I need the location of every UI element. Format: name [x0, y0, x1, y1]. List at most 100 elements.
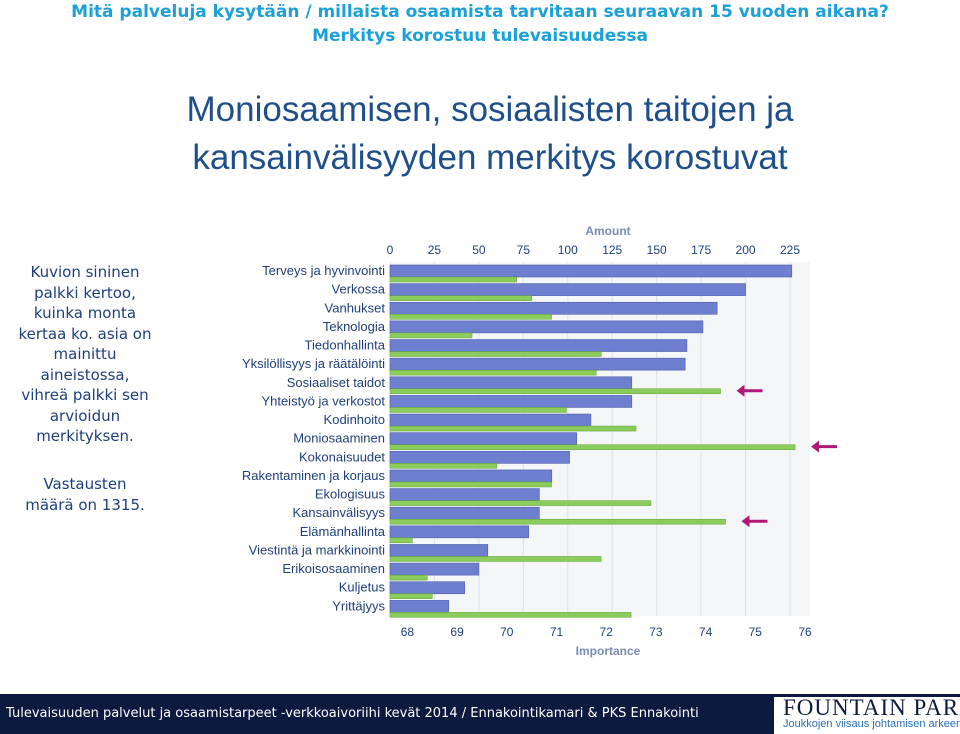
amount-tick-label: 175	[691, 243, 711, 257]
importance-tick-label: 69	[450, 625, 464, 639]
importance-bar	[389, 388, 721, 395]
importance-bar	[389, 332, 473, 339]
amount-bar	[389, 395, 633, 408]
amount-tick-label: 125	[602, 243, 622, 257]
side-note-line: kertaa ko. asia on	[18, 324, 152, 343]
importance-bar	[389, 612, 632, 618]
importance-bar	[389, 463, 498, 469]
category-label: Terveys ja hyvinvointi	[262, 263, 385, 278]
amount-tick-label: 150	[647, 243, 667, 257]
importance-tick-label: 72	[600, 625, 614, 639]
category-label: Moniosaaminen	[293, 431, 385, 446]
importance-bar	[389, 574, 428, 581]
category-label: Kuljetus	[339, 580, 386, 595]
amount-bar	[389, 469, 553, 483]
importance-tick-label: 75	[749, 625, 763, 639]
category-label: Elämänhallinta	[300, 524, 386, 539]
footer-bar: Tulevaisuuden palvelut ja osaamistarpeet…	[0, 694, 960, 734]
logo-main-text: FOUNTAIN PARK	[783, 695, 960, 720]
importance-bar	[389, 295, 532, 301]
category-label: Tiedonhallinta	[305, 338, 386, 353]
category-label: Vanhukset	[325, 300, 386, 315]
highlight-arrow-icon	[736, 384, 763, 397]
amount-bar	[389, 544, 489, 557]
amount-bar	[389, 301, 718, 315]
category-label: Teknologia	[323, 319, 386, 334]
category-label: Erikoisosaaminen	[282, 561, 385, 576]
footer-text: Tulevaisuuden palvelut ja osaamistarpeet…	[6, 706, 699, 721]
side-note-line: arvioidun	[49, 406, 121, 425]
importance-bar	[389, 593, 433, 599]
amount-tick-label: 0	[387, 243, 394, 257]
amount-bar	[389, 264, 793, 278]
amount-bar	[389, 413, 592, 427]
category-label: Sosiaaliset taidot	[287, 375, 386, 390]
amount-bar	[389, 283, 746, 296]
amount-bar	[389, 357, 686, 371]
importance-bar	[389, 351, 602, 357]
importance-tick-label: 71	[550, 625, 564, 639]
response-count-line: Vastausten	[43, 475, 127, 493]
amount-bar	[389, 451, 570, 464]
category-label: Verkossa	[332, 282, 386, 297]
importance-bar	[389, 444, 796, 450]
amount-bar	[389, 525, 529, 539]
category-label: Kodinhoito	[324, 412, 385, 427]
response-count-line: määrä on 1315.	[25, 495, 145, 514]
slide-title-line1: Moniosaamisen, sosiaalisten taitojen ja	[186, 90, 794, 129]
amount-bar	[389, 376, 633, 390]
highlight-arrow-icon	[811, 440, 838, 453]
side-note-line: kuinka monta	[33, 304, 137, 322]
amount-bar	[389, 600, 449, 613]
importance-tick-label: 74	[699, 625, 713, 639]
amount-tick-label: 25	[428, 243, 442, 257]
amount-bar	[389, 488, 540, 501]
dual-bar-chart: 0 25 50 75 100 125 150 175 200 225 68 69 70 71 72 73 74 7…	[242, 224, 838, 658]
importance-bar	[389, 314, 552, 320]
side-note-line: Kuvion sininen	[30, 263, 140, 281]
response-count-note: Vastausten määrä on 1315.	[0, 474, 170, 515]
category-label: Rakentaminen ja korjaus	[242, 468, 386, 483]
category-label: Viestintä ja markkinointi	[249, 542, 385, 557]
fountain-park-logo: FOUNTAIN PARK Joukkojen viisaus johtamis…	[774, 695, 960, 734]
logo-tagline: Joukkojen viisaus johtamisen arkeen	[783, 718, 960, 730]
amount-tick-label: 75	[517, 243, 531, 257]
importance-bar	[389, 556, 602, 562]
importance-tick-label: 73	[649, 625, 663, 639]
category-label: Yhteistyö ja verkostot	[261, 393, 385, 408]
amount-tick-label: 50	[472, 243, 486, 257]
side-note-line: merkityksen.	[36, 427, 134, 445]
side-note-line: vihreä palkki sen	[21, 386, 149, 404]
importance-tick-label: 76	[798, 625, 812, 639]
slide-title-line2: kansainvälisyyden merkitys korostuvat	[192, 138, 788, 177]
amount-bar	[389, 432, 577, 445]
amount-bar	[389, 320, 704, 334]
amount-bar	[389, 339, 688, 352]
amount-tick-label: 100	[558, 243, 578, 257]
importance-axis-title: Importance	[576, 644, 641, 658]
category-label: Kansainvälisyys	[293, 505, 386, 520]
amount-bar	[389, 562, 480, 576]
side-note-line: mainittu	[53, 345, 117, 363]
side-note: Kuvion sininen palkki kertoo, kuinka mon…	[0, 262, 170, 447]
category-label: Yksilöllisyys ja räätälöinti	[242, 356, 385, 371]
importance-bar	[389, 425, 637, 432]
slide-title: Moniosaamisen, sosiaalisten taitojen ja …	[120, 86, 860, 182]
importance-bar	[389, 481, 552, 488]
amount-bar	[389, 581, 465, 595]
side-note-line: palkki kertoo,	[34, 283, 136, 302]
header-question: Mitä palveluja kysytään / millaista osaa…	[71, 2, 889, 22]
amount-axis-title: Amount	[585, 224, 630, 238]
category-label: Yrittäjyys	[332, 598, 385, 613]
importance-bar	[389, 500, 652, 506]
importance-bar	[389, 276, 517, 283]
highlight-arrow-icon	[741, 515, 768, 528]
importance-bar	[389, 518, 726, 525]
importance-bar	[389, 369, 597, 376]
side-note-line: aineistossa,	[40, 365, 130, 384]
amount-tick-label: 200	[736, 243, 756, 257]
chart-panel: 0 25 50 75 100 125 150 175 200 225 68 69 70 71 72 73 74 7…	[188, 198, 848, 684]
header-subtitle: Merkitys korostuu tulevaisuudessa	[312, 26, 648, 46]
importance-bar	[389, 537, 413, 544]
category-label: Ekologisuus	[315, 487, 386, 502]
